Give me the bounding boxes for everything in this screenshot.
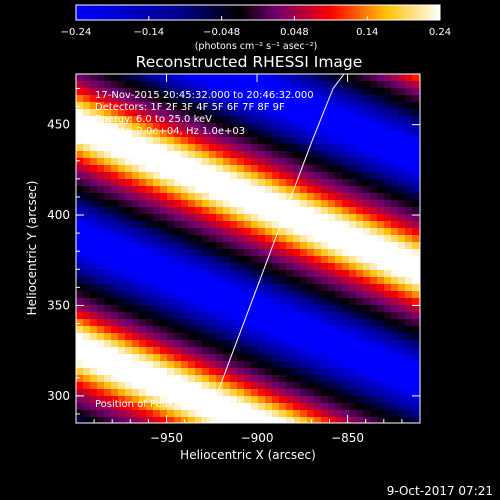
x-tick-label: −950 xyxy=(150,431,183,445)
chart-title: Reconstructed RHESSI Image xyxy=(136,53,363,71)
colorbar-unit-label: (photons cm⁻² s⁻¹ asec⁻²) xyxy=(195,41,318,52)
x-tick-label: −850 xyxy=(331,431,364,445)
y-tick-label: 300 xyxy=(47,389,70,403)
annotation-energy: Energy: 6.0 to 25.0 keV xyxy=(95,114,212,125)
y-axis-label: Heliocentric Y (arcsec) xyxy=(25,181,39,316)
colorbar-tick-label: −0.24 xyxy=(61,27,92,38)
colorbar xyxy=(75,4,441,21)
colorbar-tick-label: 0.14 xyxy=(356,27,378,38)
plot-frame xyxy=(75,73,421,424)
colorbar-tick-label: −0.048 xyxy=(203,27,240,38)
axes: −950 −900 −850 300 350 400 450 xyxy=(47,74,421,445)
y-tick-label: 400 xyxy=(47,208,70,222)
annotation-counts: Counts: 2.0e+04, Hz 1.0e+03 xyxy=(95,126,245,137)
annotation-detectors: Detectors: 1F 2F 3F 4F 5F 6F 7F 8F 9F xyxy=(95,102,285,113)
annotation-peak: Position of Peak = [-970,438] xyxy=(95,399,241,410)
x-tick-label: −900 xyxy=(241,431,274,445)
solar-limb-line xyxy=(205,74,345,423)
annotation-date: 17-Nov-2015 20:45:32.000 to 20:46:32.000 xyxy=(95,90,314,101)
heatmap-image xyxy=(76,74,420,423)
colorbar-ticks: −0.24 −0.14 −0.048 0.048 0.14 0.24 xyxy=(61,16,451,38)
x-axis-label: Heliocentric X (arcsec) xyxy=(180,448,316,462)
y-tick-label: 450 xyxy=(47,118,70,132)
footer-timestamp: 9-Oct-2017 07:21 xyxy=(387,484,493,498)
colorbar-tick-label: 0.048 xyxy=(280,27,309,38)
colorbar-tick-label: 0.24 xyxy=(429,27,451,38)
colorbar-tick-label: −0.14 xyxy=(133,27,164,38)
y-tick-label: 350 xyxy=(47,298,70,312)
